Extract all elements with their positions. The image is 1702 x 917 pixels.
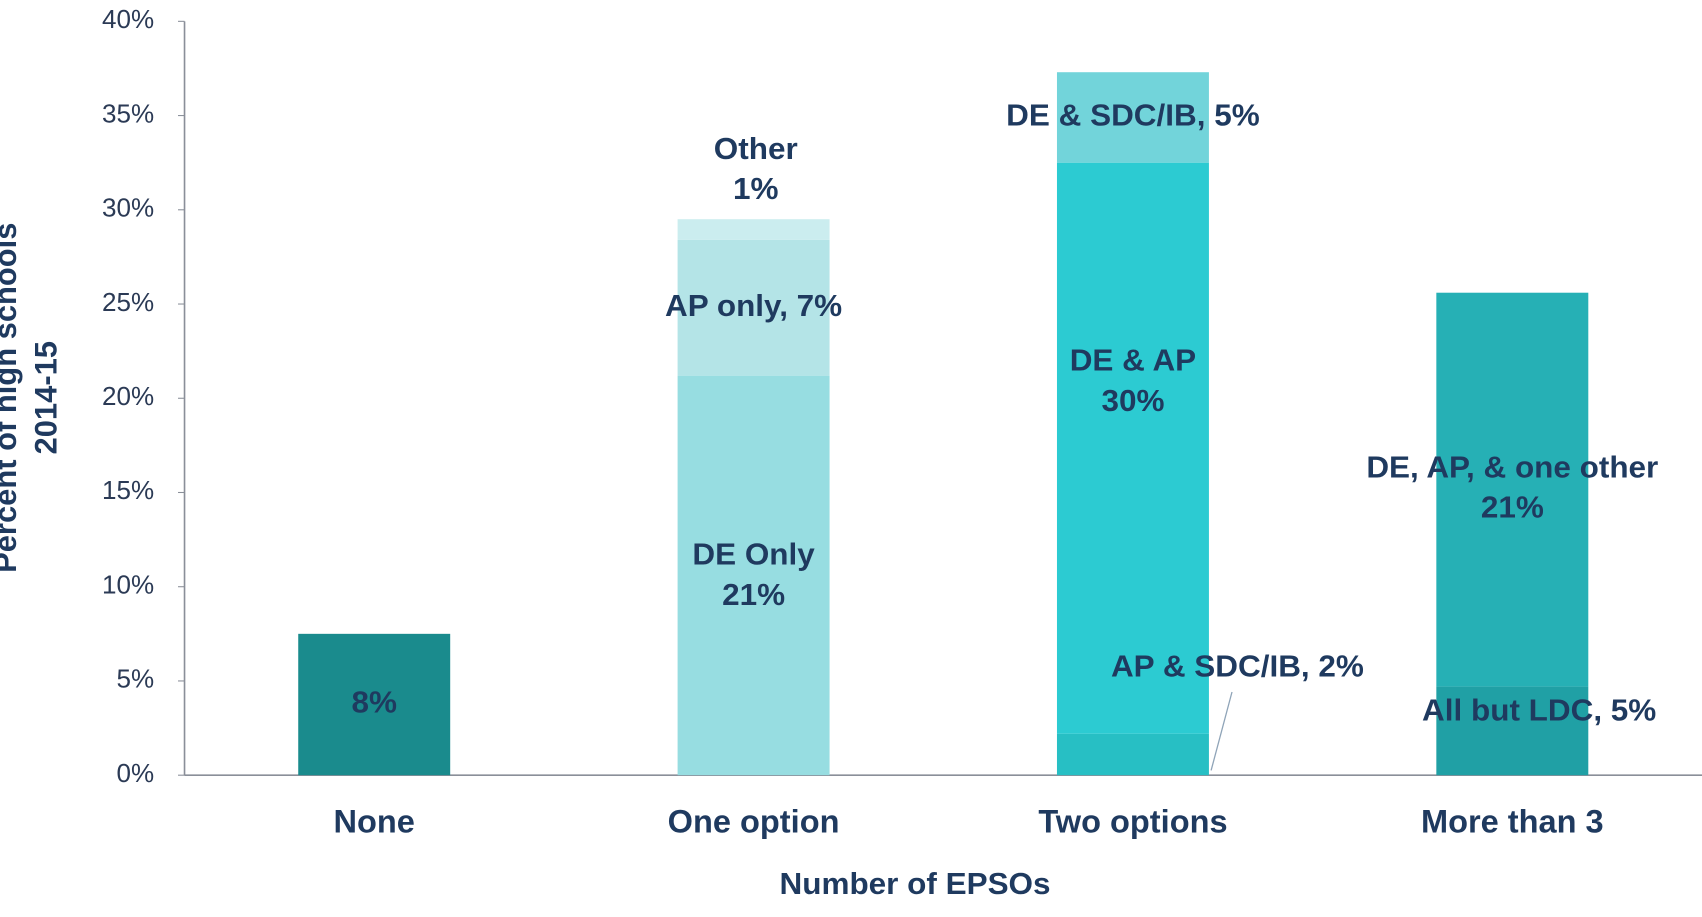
- y-tick-label: 40%: [102, 6, 154, 34]
- x-tick-label: None: [334, 804, 415, 840]
- bar-segment: [1056, 162, 1209, 734]
- y-tick-label: 15%: [102, 477, 154, 505]
- data-label: DE & AP 30%: [1070, 343, 1196, 418]
- bar-segment: [1436, 686, 1589, 776]
- leader-line: [1210, 691, 1233, 771]
- bar-segment: [298, 633, 451, 776]
- data-label: DE Only 21%: [692, 537, 815, 612]
- y-tick-label: 0%: [116, 760, 154, 788]
- x-axis-title: Number of EPSOs: [780, 866, 1051, 901]
- y-axis-title: Percent of high schools2014-15: [0, 223, 64, 573]
- data-label: Other 1%: [714, 132, 798, 207]
- x-tick-label: One option: [668, 804, 840, 840]
- bar-segment: [1436, 292, 1589, 687]
- data-label: AP only, 7%: [665, 288, 842, 323]
- bar-segment: [677, 219, 830, 240]
- data-label: DE & SDC/IB, 5%: [1006, 98, 1260, 133]
- bar-segment: [677, 375, 830, 776]
- x-tick-label: Two options: [1038, 804, 1227, 840]
- y-tick-label: 25%: [102, 289, 154, 317]
- data-label: AP & SDC/IB, 2%: [1111, 649, 1364, 684]
- x-tick-label: More than 3: [1421, 804, 1604, 840]
- data-label: 8%: [351, 685, 396, 720]
- y-tick-label: 10%: [102, 572, 154, 600]
- bar-segment: [677, 239, 830, 376]
- data-label: All but LDC, 5%: [1422, 693, 1656, 728]
- bar-segment: [1056, 733, 1209, 776]
- y-tick-label: 5%: [116, 666, 154, 694]
- y-tick-label: 35%: [102, 101, 154, 129]
- y-tick-label: 30%: [102, 195, 154, 223]
- data-label: DE, AP, & one other 21%: [1366, 450, 1658, 525]
- y-tick-label: 20%: [102, 383, 154, 411]
- bar-segment: [1056, 72, 1209, 163]
